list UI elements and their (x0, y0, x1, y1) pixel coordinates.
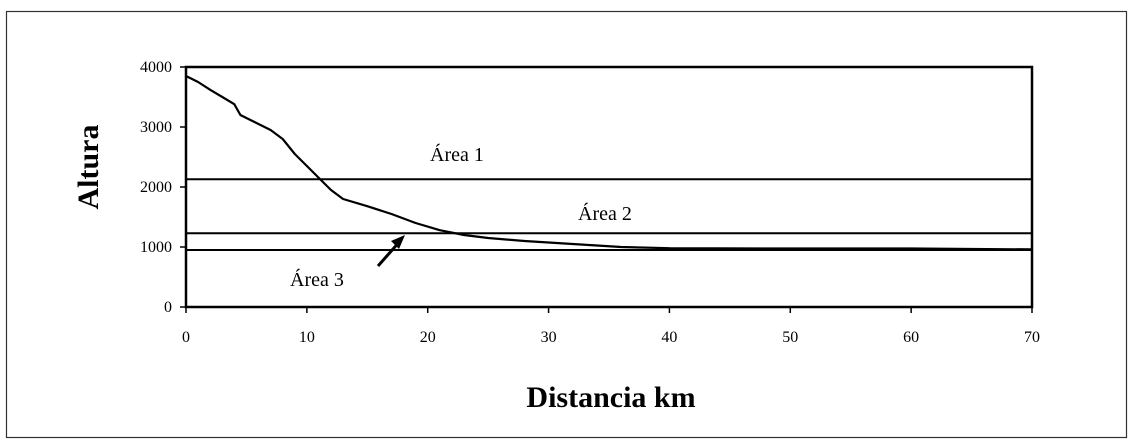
x-tick-label: 70 (1024, 329, 1040, 346)
y-tick-label: 3000 (140, 119, 172, 136)
x-tick-labels: 0 10 20 30 40 50 60 70 (182, 307, 1040, 346)
area-label-2: Área 2 (578, 202, 632, 225)
x-tick-label: 10 (299, 329, 315, 346)
area-label-3: Área 3 (290, 268, 344, 291)
reference-lines (186, 178, 1032, 251)
x-tick-label: 20 (420, 329, 436, 346)
x-tick-label: 30 (541, 329, 557, 346)
x-tick-label: 0 (182, 329, 190, 346)
x-tick-label: 60 (903, 329, 919, 346)
y-tick-label: 1000 (140, 239, 172, 256)
x-tick-label: 40 (661, 329, 677, 346)
y-tick-labels: 0 1000 2000 3000 4000 (140, 59, 186, 316)
y-tick-label: 0 (164, 299, 172, 316)
x-axis-title: Distancia km (526, 381, 695, 414)
y-tick-label: 4000 (140, 59, 172, 76)
y-tick-label: 2000 (140, 179, 172, 196)
series-group (185, 75, 1033, 251)
x-tick-label: 50 (782, 329, 798, 346)
area-labels: Área 1 Área 2 Área 3 (290, 143, 632, 291)
series-line-1 (185, 75, 1033, 251)
figure-frame (5, 10, 1128, 439)
area-3-arrowhead-icon (391, 235, 405, 249)
y-axis-title: Altura (72, 125, 105, 210)
area-label-1: Área 1 (430, 143, 484, 166)
